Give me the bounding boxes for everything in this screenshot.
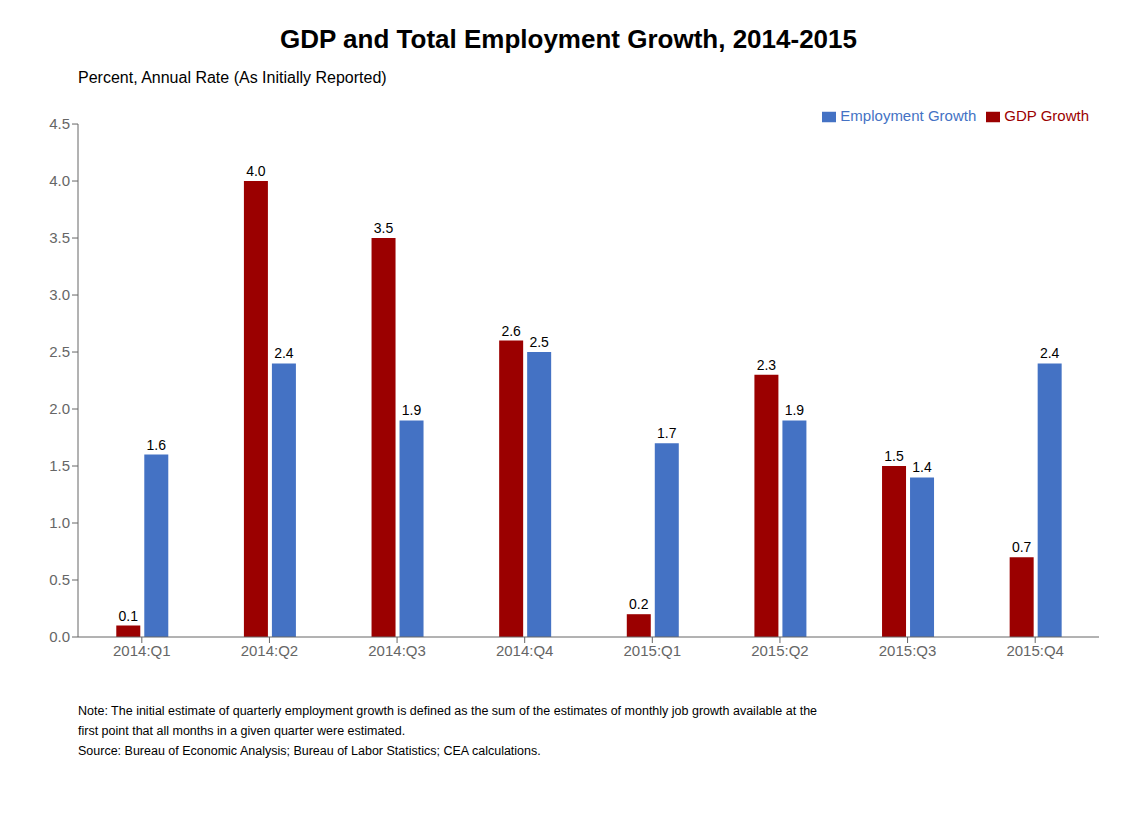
svg-text:1.5: 1.5 [49,457,70,474]
svg-text:0.5: 0.5 [49,571,70,588]
svg-text:2.6: 2.6 [501,323,521,339]
svg-text:1.9: 1.9 [402,402,422,418]
html-text:Source: Bureau of Economic Ana: Source: Bureau of Economic Analysis; Bur… [78,744,541,758]
svg-text:2015:Q3: 2015:Q3 [879,642,937,659]
svg-text:4.0: 4.0 [246,163,266,179]
svg-text:0.0: 0.0 [49,628,70,645]
html-text:Percent, Annual Rate (As Initi: Percent, Annual Rate (As Initially Repor… [78,69,387,86]
svg-text:2.0: 2.0 [49,400,70,417]
svg-text:4.0: 4.0 [49,172,70,189]
svg-text:2014:Q4: 2014:Q4 [496,642,554,659]
svg-text:4.5: 4.5 [49,115,70,132]
html-text:GDP Growth: GDP Growth [1004,107,1089,124]
svg-text:1.7: 1.7 [657,425,677,441]
svg-text:2.4: 2.4 [1040,345,1060,361]
svg-text:3.0: 3.0 [49,286,70,303]
svg-text:2015:Q4: 2015:Q4 [1006,642,1064,659]
svg-text:3.5: 3.5 [374,220,394,236]
svg-text:2015:Q2: 2015:Q2 [751,642,809,659]
svg-text:2014:Q3: 2014:Q3 [368,642,426,659]
svg-text:2014:Q2: 2014:Q2 [241,642,299,659]
svg-text:1.6: 1.6 [147,437,167,453]
svg-text:3.5: 3.5 [49,229,70,246]
svg-text:0.2: 0.2 [629,596,649,612]
svg-text:2015:Q1: 2015:Q1 [624,642,682,659]
svg-text:2.4: 2.4 [274,345,294,361]
svg-text:2.3: 2.3 [757,357,777,373]
svg-text:0.7: 0.7 [1012,539,1032,555]
svg-text:1.5: 1.5 [884,448,904,464]
html-text:Note: The initial estimate of: Note: The initial estimate of quarterly … [78,704,817,718]
svg-text:2.5: 2.5 [529,334,549,350]
svg-text:2014:Q1: 2014:Q1 [113,642,171,659]
svg-text:2.5: 2.5 [49,343,70,360]
svg-text:0.1: 0.1 [119,608,139,624]
html-text:GDP and Total Employment Growt: GDP and Total Employment Growth, 2014-20… [280,24,857,54]
svg-text:1.9: 1.9 [785,402,805,418]
svg-text:1.0: 1.0 [49,514,70,531]
html-text:first point that all months in: first point that all months in a given q… [78,724,406,738]
svg-text:1.4: 1.4 [912,459,932,475]
html-text:Employment Growth: Employment Growth [840,107,977,124]
